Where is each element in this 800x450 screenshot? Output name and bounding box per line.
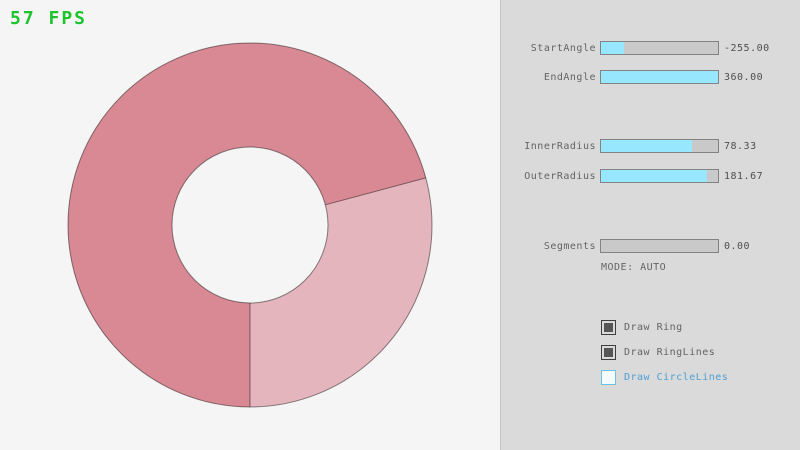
draw-circlelines-label: Draw CircleLines xyxy=(624,372,729,383)
slider-fill xyxy=(601,71,718,83)
ring-outer-outline xyxy=(67,42,433,408)
outerradius-value: 181.67 xyxy=(724,170,764,182)
draw-ring-checkbox-row: Draw Ring xyxy=(601,320,683,335)
startangle-value: -255.00 xyxy=(724,42,770,54)
ring-hole xyxy=(172,147,328,303)
segments-label: Segments xyxy=(543,240,596,252)
ring-inner-outline xyxy=(171,146,329,304)
innerradius-slider-row: InnerRadius 78.33 xyxy=(501,139,757,153)
startangle-slider[interactable] xyxy=(600,41,719,55)
endangle-label: EndAngle xyxy=(543,71,596,83)
draw-circlelines-checkbox-row: Draw CircleLines xyxy=(601,370,728,385)
draw-ringlines-checkbox-row: Draw RingLines xyxy=(601,345,715,360)
outerradius-slider-row: OuterRadius 181.67 xyxy=(501,169,763,183)
ring-boundary-line-upper-right xyxy=(325,177,426,206)
draw-ring-label: Draw Ring xyxy=(624,322,683,333)
segments-slider[interactable] xyxy=(600,239,719,253)
ring-dark-sector xyxy=(68,43,426,408)
endangle-slider[interactable] xyxy=(600,70,719,84)
endangle-slider-row: EndAngle 360.00 xyxy=(501,70,763,84)
segments-slider-row: Segments 0.00 xyxy=(501,239,750,253)
ring-canvas xyxy=(67,42,433,408)
outerradius-label: OuterRadius xyxy=(524,170,596,182)
startangle-slider-row: StartAngle -255.00 xyxy=(501,41,770,55)
draw-ringlines-label: Draw RingLines xyxy=(624,347,716,358)
draw-ring-checkbox[interactable] xyxy=(601,320,616,335)
control-panel: StartAngle -255.00 EndAngle 360.00 Inner… xyxy=(500,0,800,450)
outerradius-slider[interactable] xyxy=(600,169,719,183)
draw-circlelines-checkbox[interactable] xyxy=(601,370,616,385)
slider-fill xyxy=(601,170,708,182)
endangle-value: 360.00 xyxy=(724,71,764,83)
innerradius-slider[interactable] xyxy=(600,139,719,153)
segments-mode-text: MODE: AUTO xyxy=(601,262,667,273)
slider-fill xyxy=(601,140,693,152)
slider-fill xyxy=(601,42,625,54)
segments-value: 0.00 xyxy=(724,240,751,252)
innerradius-label: InnerRadius xyxy=(524,140,596,152)
fps-counter: 57 FPS xyxy=(10,8,88,29)
innerradius-value: 78.33 xyxy=(724,140,757,152)
draw-ringlines-checkbox[interactable] xyxy=(601,345,616,360)
startangle-label: StartAngle xyxy=(530,42,596,54)
